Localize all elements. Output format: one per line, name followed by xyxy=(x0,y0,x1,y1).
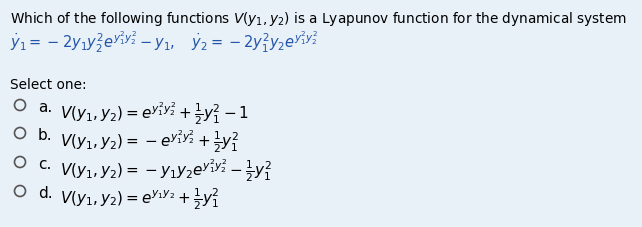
Text: $V(y_1, y_2) = -y_1y_2e^{y_1^2y_2^2} - \frac{1}{2}y_1^2$: $V(y_1, y_2) = -y_1y_2e^{y_1^2y_2^2} - \… xyxy=(60,157,272,184)
Text: b.: b. xyxy=(38,128,53,143)
Text: c.: c. xyxy=(38,157,51,172)
Text: $V(y_1, y_2) = -e^{y_1^2y_2^2} + \frac{1}{2}y_1^2$: $V(y_1, y_2) = -e^{y_1^2y_2^2} + \frac{1… xyxy=(60,128,239,155)
Text: $V(y_1, y_2) = e^{y_1y_2} + \frac{1}{2}y_1^2$: $V(y_1, y_2) = e^{y_1y_2} + \frac{1}{2}y… xyxy=(60,186,220,212)
Text: d.: d. xyxy=(38,186,53,201)
Text: $\dot{y}_1 = -2y_1y_2^2e^{y_1^2y_2^2} - y_1, \quad \dot{y}_2 = -2y_1^2y_2e^{y_1^: $\dot{y}_1 = -2y_1y_2^2e^{y_1^2y_2^2} - … xyxy=(10,30,318,55)
Text: Select one:: Select one: xyxy=(10,78,87,92)
Text: $V(y_1, y_2) = e^{y_1^2y_2^2} + \frac{1}{2}y_1^2 - 1$: $V(y_1, y_2) = e^{y_1^2y_2^2} + \frac{1}… xyxy=(60,100,249,127)
Text: Which of the following functions $V(y_1, y_2)$ is a Lyapunov function for the dy: Which of the following functions $V(y_1,… xyxy=(10,10,627,28)
Text: a.: a. xyxy=(38,100,52,115)
